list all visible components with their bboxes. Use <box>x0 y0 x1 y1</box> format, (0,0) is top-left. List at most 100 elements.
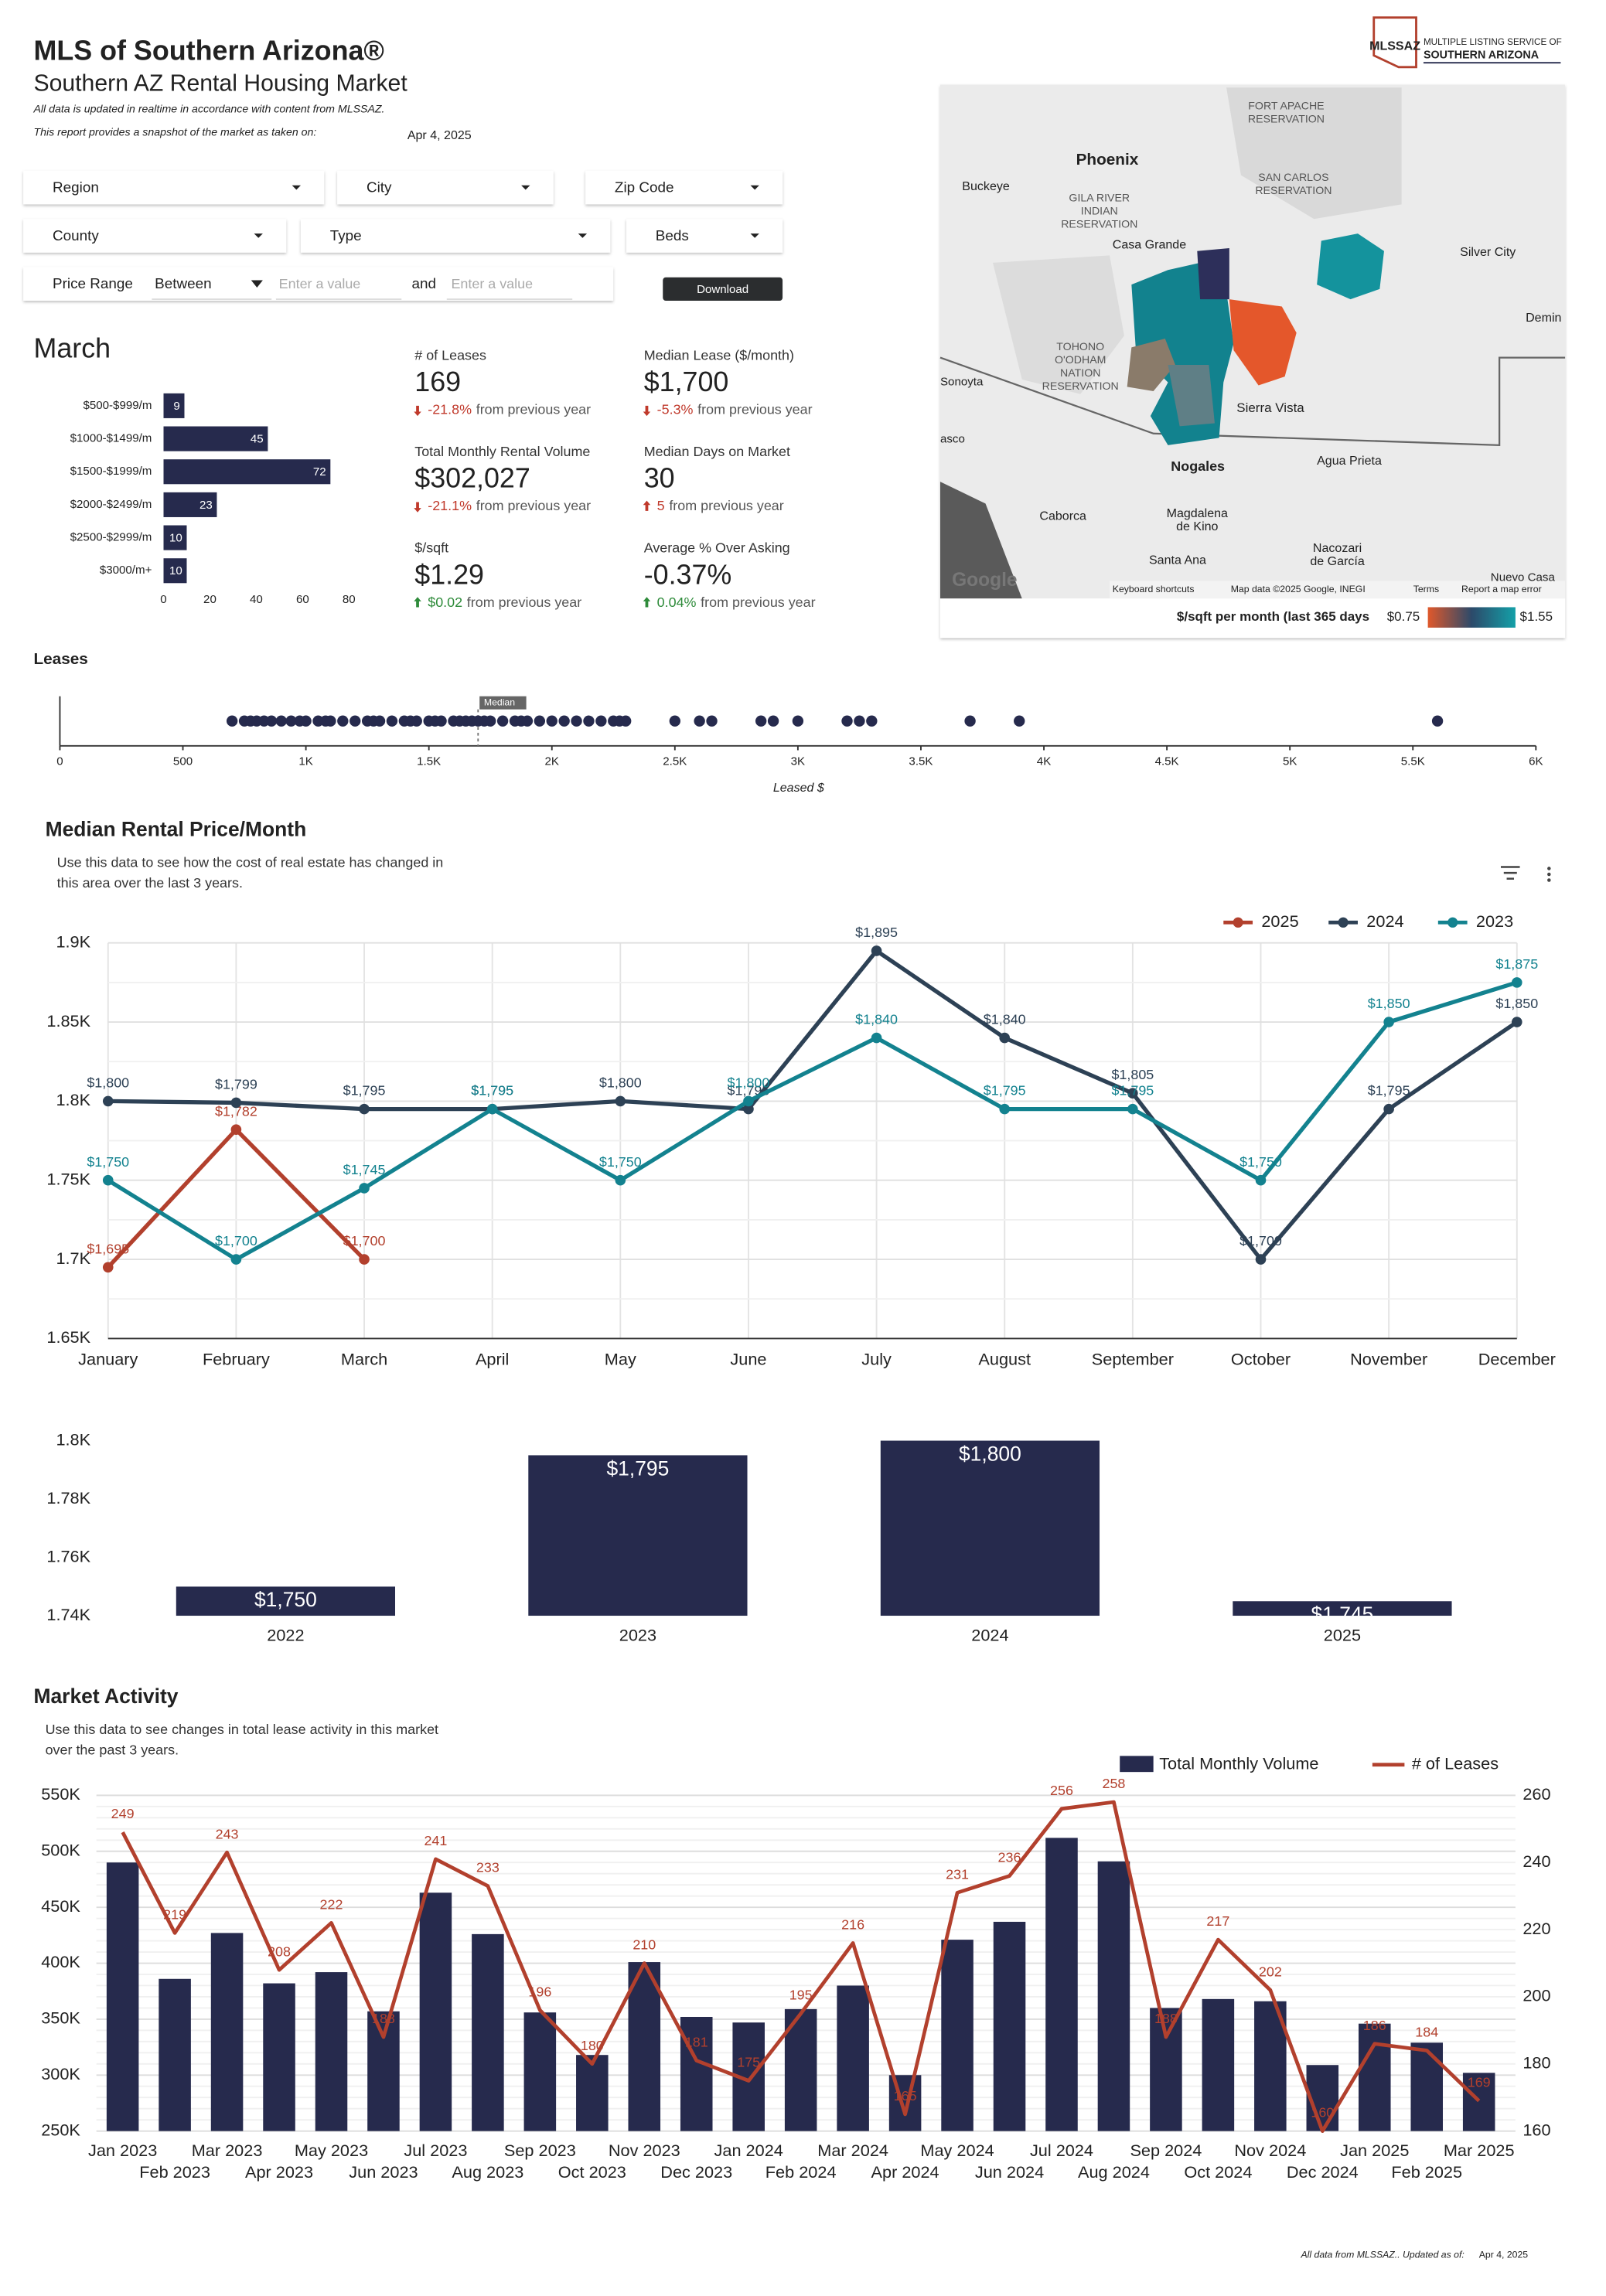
x-tick-label: Dec 2023 <box>660 2162 732 2182</box>
data-label: 222 <box>320 1896 343 1912</box>
note: All data is updated in realtime in accor… <box>32 103 384 115</box>
series-line <box>107 980 1518 1262</box>
bar <box>163 492 217 517</box>
chart-menu[interactable] <box>1501 866 1551 882</box>
attribution[interactable]: Terms <box>1413 584 1439 594</box>
attribution[interactable]: Report a map error <box>1461 584 1542 594</box>
kpi-label: Total Monthly Rental Volume <box>414 444 590 459</box>
dropdown[interactable] <box>337 170 554 205</box>
dot <box>767 715 779 727</box>
more-icon[interactable] <box>1547 878 1551 882</box>
place: Agua Prieta <box>1317 454 1382 468</box>
price-range-box <box>23 267 614 301</box>
dropdown[interactable] <box>23 170 325 205</box>
data-label: 181 <box>685 2035 708 2050</box>
point <box>102 1174 114 1186</box>
map-region <box>1197 247 1229 300</box>
bar <box>159 1978 191 2131</box>
dropdown[interactable] <box>626 219 783 253</box>
kpi-label: # of Leases <box>414 347 486 363</box>
x-tick-label: July <box>861 1349 892 1368</box>
dropdown-label[interactable]: Beds <box>656 228 689 244</box>
dropdown-label[interactable]: Region <box>53 180 99 196</box>
data-label: 186 <box>1363 2018 1386 2033</box>
data-label: $1,700 <box>215 1233 257 1248</box>
chart-subtitle: Use this data to see changes in total le… <box>45 1722 439 1759</box>
price-mode[interactable]: Between <box>155 276 211 292</box>
data-label: 45 <box>251 432 264 445</box>
dot <box>337 715 349 727</box>
bar <box>163 393 185 418</box>
point <box>359 1103 370 1115</box>
y-tick-label: 300K <box>41 2064 80 2083</box>
download-button[interactable] <box>663 277 783 301</box>
chart-title: Market Activity <box>33 1685 178 1708</box>
kpi-change-row: -21.8% from previous year <box>428 401 591 417</box>
more-icon[interactable] <box>1547 872 1551 877</box>
x-tick-label: September <box>1092 1349 1174 1368</box>
data-label: 188 <box>1154 2011 1178 2026</box>
legend-label: 2023 <box>1476 911 1513 931</box>
dropdown-label[interactable]: Zip Code <box>615 180 674 196</box>
y-tick-label: 450K <box>41 1896 80 1916</box>
legend-swatch <box>1120 1756 1154 1773</box>
x-tick-label: 3.5K <box>909 755 933 768</box>
snapshot-date: Apr 4, 2025 <box>407 128 472 142</box>
kpi-change-row: -21.1% from previous year <box>428 498 591 513</box>
y-tick-label: 1.65K <box>46 1327 90 1347</box>
x-tick-label: 5K <box>1283 755 1297 768</box>
kpi-change: -21.1% <box>428 498 472 513</box>
kpi-change: -5.3% <box>657 401 694 417</box>
place: GILA RIVER <box>1069 192 1130 205</box>
download-label[interactable]: Download <box>697 283 748 296</box>
series-line <box>121 1800 1481 2134</box>
dropdown-label[interactable]: City <box>367 180 392 196</box>
filter-icon[interactable] <box>1501 866 1520 880</box>
input-placeholder[interactable]: Enter a value <box>279 276 361 291</box>
chart-subtitle: Use this data to see how the cost of rea… <box>56 855 444 892</box>
dropdown[interactable] <box>300 219 611 253</box>
kpi-arrow <box>643 597 651 608</box>
x-tick-label: 0 <box>56 755 63 768</box>
x-tick-label: Jan 2023 <box>88 2141 157 2160</box>
dropdown[interactable] <box>585 170 783 205</box>
dropdown-arrow <box>254 233 263 238</box>
data-label: 210 <box>633 1937 656 1953</box>
x-tick-label: 500 <box>173 755 193 768</box>
x-tick-label: Feb 2023 <box>139 2162 210 2182</box>
map-land <box>1226 87 1402 220</box>
data-label: $1,700 <box>343 1233 386 1248</box>
place: Casa Grande <box>1113 237 1186 251</box>
data-label: $1,800 <box>728 1075 770 1090</box>
x-tick-label: 2024 <box>971 1625 1008 1644</box>
chart-title: Leases <box>33 650 87 668</box>
x-tick-label: 4K <box>1037 755 1051 768</box>
dropdown-label[interactable]: County <box>53 228 99 244</box>
dropdown-arrow <box>292 185 301 190</box>
dropdown-label[interactable]: Type <box>330 228 362 244</box>
attribution[interactable]: Keyboard shortcuts <box>1113 584 1195 594</box>
dropdown[interactable] <box>23 219 287 253</box>
place: Phoenix <box>1076 151 1139 169</box>
point <box>871 945 882 956</box>
data-label: $1,750 <box>1239 1154 1282 1170</box>
bar <box>680 2016 713 2131</box>
x-tick-label: Aug 2023 <box>452 2162 523 2182</box>
kpi-value: -0.37% <box>644 559 732 590</box>
median-tag <box>479 696 527 710</box>
period: March <box>33 333 111 364</box>
x-tick-label: Mar 2025 <box>1444 2141 1515 2160</box>
x-tick-label: Jun 2024 <box>975 2162 1044 2182</box>
data-label: 169 <box>1468 2075 1491 2090</box>
map-legend-min: $0.75 <box>1387 609 1420 624</box>
x-tick-label: Oct 2024 <box>1184 2162 1252 2182</box>
x-tick-label: 2K <box>545 755 559 768</box>
x-tick-label: Jan 2024 <box>714 2141 783 2160</box>
footer-note: All data from MLSSAZ.. Updated as of: <box>1300 2249 1464 2260</box>
kpi-value: $1.29 <box>414 559 484 590</box>
place: Nacozari <box>1313 541 1362 555</box>
input-placeholder[interactable]: Enter a value <box>451 276 533 291</box>
x-tick-label: Nov 2024 <box>1234 2141 1306 2160</box>
dropdown-arrow <box>521 185 530 190</box>
more-icon[interactable] <box>1547 867 1551 870</box>
